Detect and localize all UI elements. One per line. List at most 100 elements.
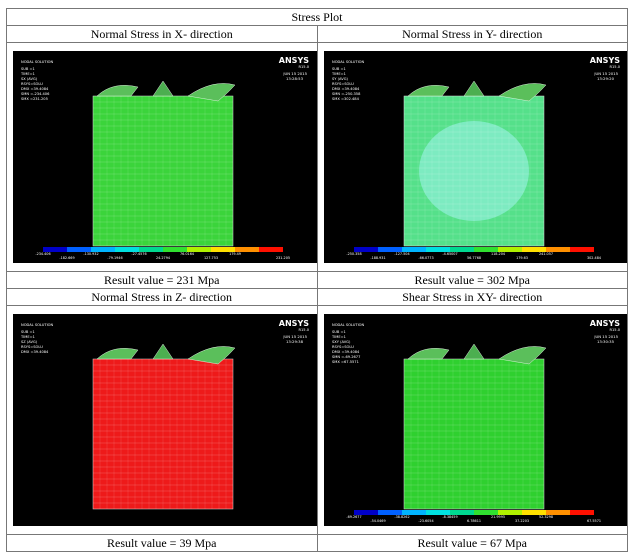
info-line: SMN =-250.358 bbox=[332, 92, 361, 96]
legend-label: -23.6054 bbox=[418, 519, 433, 523]
info-line: DMX =39.4084 bbox=[332, 87, 360, 91]
legend-label: -188.931 bbox=[370, 256, 385, 260]
info-line: SY (AVG) bbox=[332, 77, 348, 81]
solution-label: NODAL SOLUTION bbox=[21, 323, 53, 327]
info-line: SMX =67.5571 bbox=[332, 360, 359, 364]
legend-label: -127.504 bbox=[394, 252, 409, 256]
info-line: RSYS=SOLU bbox=[332, 345, 354, 349]
version: R15.0 bbox=[299, 328, 310, 332]
result-value: Result value = 39 Mpa bbox=[7, 535, 318, 552]
legend-label: -27.4576 bbox=[131, 252, 146, 256]
info-line: SX (AVG) bbox=[21, 77, 38, 81]
ansys-plot: NODAL SOLUTIONSUB =1TIME=1SXY (AVG)RSYS=… bbox=[324, 314, 628, 526]
info-line: RSYS=SOLU bbox=[21, 345, 43, 349]
solution-label: NODAL SOLUTION bbox=[21, 60, 53, 64]
stress-table: Stress Plot Normal Stress in X- directio… bbox=[6, 8, 628, 552]
info-line: TIME=1 bbox=[331, 72, 346, 76]
legend-label: 127.753 bbox=[204, 256, 218, 260]
legend-label: 67.5571 bbox=[586, 519, 600, 523]
version: R15.0 bbox=[609, 65, 620, 69]
info-line: SMX =302.484 bbox=[332, 97, 360, 101]
solution-label: NODAL SOLUTION bbox=[332, 60, 364, 64]
info-line: SUB =1 bbox=[21, 330, 35, 334]
image-row: NODAL SOLUTIONSUB =1TIME=1SZ (AVG)RSYS=S… bbox=[7, 306, 628, 535]
info-line: SMN =-234.406 bbox=[21, 92, 50, 96]
legend-label: -54.0469 bbox=[370, 519, 385, 523]
mast bbox=[464, 344, 484, 359]
info-line: TIME=1 bbox=[20, 72, 35, 76]
legend-label: 179.49 bbox=[229, 252, 241, 256]
legend-label: -130.932 bbox=[83, 252, 98, 256]
legend-label: -66.0773 bbox=[418, 256, 433, 260]
legend-label: 24.2794 bbox=[156, 256, 170, 260]
legend-label: -69.2677 bbox=[346, 515, 361, 519]
legend-swatch bbox=[570, 247, 594, 252]
time: 13:30:35 bbox=[596, 339, 614, 344]
info-line: RSYS=SOLU bbox=[21, 82, 43, 86]
info-line: SUB =1 bbox=[332, 330, 346, 334]
panel-heading: Normal Stress in X- direction bbox=[7, 26, 318, 43]
legend-label: 231.205 bbox=[276, 256, 290, 260]
legend-label: -38.8262 bbox=[394, 515, 409, 519]
legend-label: 56.7768 bbox=[466, 256, 480, 260]
ansys-plot: NODAL SOLUTION SUB =1TIME=1SX (AVG)RSYS=S… bbox=[13, 51, 317, 263]
time: 13:28:53 bbox=[286, 76, 304, 81]
time: 13:29:20 bbox=[596, 76, 614, 81]
legend-label: 37.2203 bbox=[514, 519, 528, 523]
legend-label: 21.9995 bbox=[490, 515, 504, 519]
panel-heading: Shear Stress in XY- direction bbox=[317, 289, 628, 306]
mast bbox=[153, 344, 173, 359]
info-line: SUB =1 bbox=[332, 67, 346, 71]
info-line: TIME=1 bbox=[331, 335, 346, 339]
info-line: DMX =39.4084 bbox=[332, 350, 360, 354]
info-line: SMN =-69.2677 bbox=[332, 355, 360, 359]
info-line: SZ (AVG) bbox=[21, 340, 38, 344]
wing bbox=[97, 85, 138, 96]
legend-label: -182.669 bbox=[59, 256, 74, 260]
legend-label: -234.406 bbox=[35, 252, 50, 256]
info-line: SUB =1 bbox=[21, 67, 35, 71]
legend-swatch bbox=[570, 510, 594, 515]
brand: ANSYS bbox=[279, 319, 309, 328]
legend-label: 52.3298 bbox=[538, 515, 552, 519]
version: R15.0 bbox=[609, 328, 620, 332]
brand: ANSYS bbox=[589, 319, 619, 328]
legend-label: 179.63 bbox=[516, 256, 528, 260]
heading-row: Normal Stress in Z- directionShear Stres… bbox=[7, 289, 628, 306]
body: Stress Plot Normal Stress in X- directio… bbox=[0, 0, 633, 531]
result-value: Result value = 302 Mpa bbox=[317, 272, 628, 289]
legend-label: 302.484 bbox=[586, 256, 600, 260]
panel-heading: Normal Stress in Y- direction bbox=[317, 26, 628, 43]
time: 13:29:38 bbox=[286, 339, 304, 344]
brand: ANSYS bbox=[589, 56, 619, 65]
legend-label: -8.38459 bbox=[442, 515, 457, 519]
info-line: SXY (AVG) bbox=[332, 340, 351, 344]
legend-label: 6.78611 bbox=[466, 519, 480, 523]
panel-heading: Normal Stress in Z- direction bbox=[7, 289, 318, 306]
result-value: Result value = 231 Mpa bbox=[7, 272, 318, 289]
info-line: SMX =231.205 bbox=[21, 97, 48, 101]
brand: ANSYS bbox=[279, 56, 309, 65]
title-row: Stress Plot bbox=[7, 9, 628, 26]
page: {"title":"Stress Plot", "panels":[ {"hea… bbox=[0, 0, 633, 531]
legend-label: -250.358 bbox=[346, 252, 361, 256]
wing bbox=[97, 348, 138, 359]
wing bbox=[408, 348, 449, 359]
version: R15.0 bbox=[299, 65, 310, 69]
legend-label: 76.0164 bbox=[180, 252, 194, 256]
mast bbox=[153, 81, 173, 96]
legend-swatch bbox=[259, 247, 283, 252]
result-row: Result value = 39 MpaResult value = 67 M… bbox=[7, 535, 628, 552]
info-line: DMX =39.4084 bbox=[21, 87, 49, 91]
result-value: Result value = 67 Mpa bbox=[317, 535, 628, 552]
legend-label: -4.65007 bbox=[442, 252, 457, 256]
mast bbox=[464, 81, 484, 96]
